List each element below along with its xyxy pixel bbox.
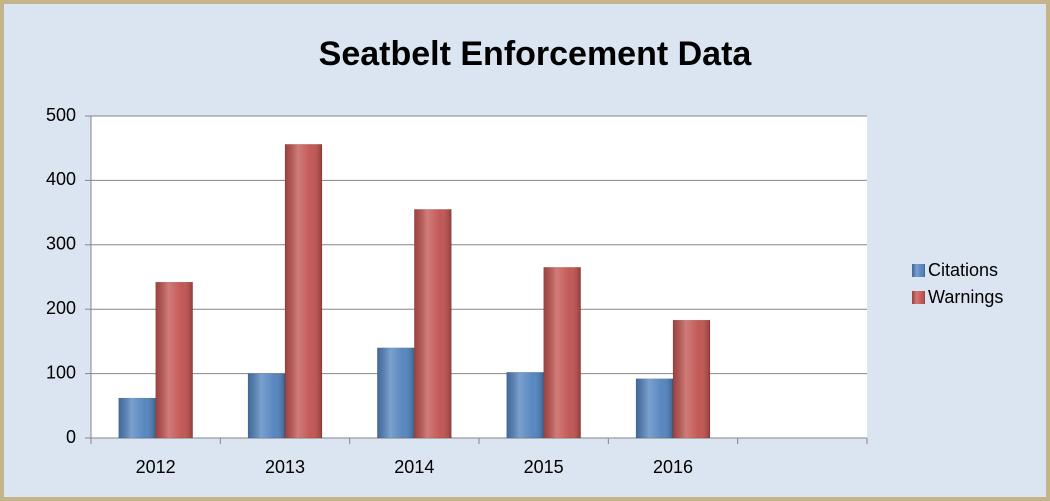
bar	[506, 372, 544, 439]
legend-swatch-shade	[912, 264, 925, 277]
y-tick-label: 300	[46, 234, 76, 254]
bar	[414, 209, 452, 439]
bar	[377, 347, 415, 439]
bar	[155, 281, 193, 439]
bar	[543, 267, 581, 439]
y-tick-label: 100	[46, 362, 76, 382]
plot-area	[91, 116, 867, 438]
bar	[672, 319, 711, 439]
bar	[284, 144, 323, 439]
bar	[118, 397, 156, 439]
y-tick-label: 500	[46, 105, 76, 125]
x-tick-label: 2015	[524, 457, 564, 477]
x-tick-label: 2013	[265, 457, 305, 477]
y-tick-label: 0	[66, 427, 76, 447]
bar	[635, 378, 674, 439]
x-tick-label: 2014	[394, 457, 434, 477]
y-tick-label: 200	[46, 298, 76, 318]
bar	[247, 373, 286, 439]
y-tick-label: 400	[46, 169, 76, 189]
legend-label: Warnings	[928, 287, 1003, 307]
x-tick-label: 2016	[653, 457, 693, 477]
legend-swatch-shade	[912, 291, 925, 304]
x-tick-label: 2012	[136, 457, 176, 477]
legend-label: Citations	[928, 260, 998, 280]
chart-title: Seatbelt Enforcement Data	[319, 35, 753, 73]
